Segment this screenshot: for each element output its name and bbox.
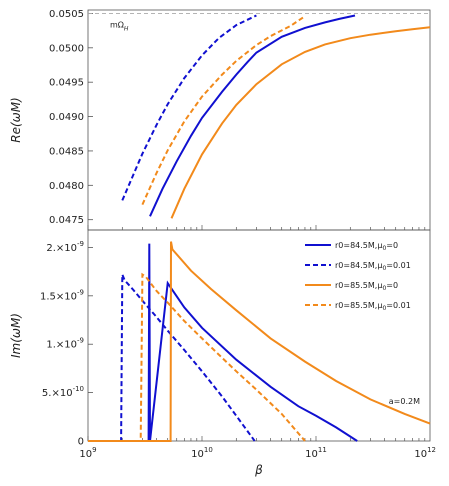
top-ticks: 0.0475 0.0480 0.0485 0.0490 0.0495 0.0500 0.05… <box>49 9 426 230</box>
top-y-tick-label: 0.0475 <box>49 215 84 226</box>
bottom-series-lines <box>88 241 431 442</box>
x-tick-base: 10 <box>305 449 318 460</box>
top-y-tick-label: 0.0490 <box>49 112 84 123</box>
y-tick-mantissa: 0 <box>78 437 84 448</box>
bottom-y-axis-title: Im(ωM) <box>9 313 23 358</box>
legend-label-3: r0=85.5M,μ0=0 <box>335 281 398 292</box>
bottom-y-tick-label: 1.×10-9 <box>46 337 84 351</box>
reference-label-sub: H <box>124 25 129 32</box>
x-tick-base: 10 <box>191 449 204 460</box>
legend-label-1: r0=84.5M,μ0=0 <box>335 241 398 252</box>
y-tick-mantissa: 2.×10 <box>46 243 77 254</box>
x-tick-label: 109 <box>79 446 96 460</box>
x-tick-exponent: 10 <box>204 446 213 454</box>
bottom-y-tick-label: 1.5×10-9 <box>40 288 84 302</box>
top-y-tick-label: 0.0495 <box>49 78 84 89</box>
x-axis-title: β <box>254 463 263 477</box>
top-series-lines <box>121 14 431 219</box>
y-tick-mantissa: 1.×10 <box>46 340 77 351</box>
top-series-line-3 <box>170 26 431 219</box>
x-tick-label: 1012 <box>414 446 436 460</box>
legend-label-main: r0=85.5M,μ <box>335 301 382 310</box>
y-tick-exponent: -9 <box>77 240 84 248</box>
top-y-tick-label: 0.0505 <box>49 9 84 20</box>
legend-label-sub: 0 <box>382 285 386 292</box>
legend-label-tail: =0 <box>386 241 398 250</box>
reference-label-main: mΩ <box>110 20 124 29</box>
x-tick-exponent: 9 <box>92 446 96 454</box>
bottom-series-line-4 <box>88 272 306 442</box>
y-tick-mantissa: 5.×10 <box>42 388 73 399</box>
x-tick-base: 10 <box>414 449 427 460</box>
legend: r0=84.5M,μ0=0r0=84.5M,μ0=0.01r0=85.5M,μ0… <box>305 241 411 312</box>
x-tick-label: 1010 <box>191 446 213 460</box>
reference-line-label: mΩH <box>110 20 129 32</box>
x-tick-base: 10 <box>79 449 92 460</box>
legend-label-main: r0=84.5M,μ <box>335 261 382 270</box>
legend-label-tail: =0 <box>386 281 398 290</box>
bottom-plot-frame <box>87 229 431 442</box>
legend-label-main: r0=84.5M,μ <box>335 241 382 250</box>
legend-label-tail: =0.01 <box>386 261 411 270</box>
top-series-line-4 <box>141 15 306 206</box>
legend-label-sub: 0 <box>382 245 386 252</box>
y-tick-exponent: -9 <box>77 337 84 345</box>
legend-label-sub: 0 <box>382 265 386 272</box>
y-tick-exponent: -10 <box>73 385 84 393</box>
y-tick-mantissa: 1.5×10 <box>40 291 77 302</box>
y-tick-exponent: -9 <box>77 288 84 296</box>
legend-label-main: r0=85.5M,μ <box>335 281 382 290</box>
x-tick-exponent: 11 <box>318 446 327 454</box>
top-y-axis-title: Re(ωM) <box>9 97 23 143</box>
top-panel: 0.0475 0.0480 0.0485 0.0490 0.0495 0.0500 0.05… <box>9 9 431 231</box>
bottom-y-tick-label: 2.×10-9 <box>46 240 84 254</box>
x-tick-exponent: 12 <box>427 446 436 454</box>
top-series-line-1 <box>149 14 356 217</box>
legend-label-4: r0=85.5M,μ0=0.01 <box>335 301 411 312</box>
bottom-y-tick-label: 5.×10-10 <box>42 385 84 399</box>
legend-label-2: r0=84.5M,μ0=0.01 <box>335 261 411 272</box>
x-tick-label: 1011 <box>305 446 327 460</box>
bottom-series-line-1 <box>88 243 358 442</box>
top-y-tick-label: 0.0485 <box>49 146 84 157</box>
parameter-annotation: a=0.2M <box>389 397 420 406</box>
top-series-line-2 <box>121 14 257 201</box>
legend-label-tail: =0.01 <box>386 301 411 310</box>
bottom-y-tick-label: 0 <box>78 437 84 448</box>
top-y-tick-label: 0.0480 <box>49 181 84 192</box>
legend-label-sub: 0 <box>382 305 386 312</box>
bottom-series-line-3 <box>88 241 431 442</box>
top-y-tick-label: 0.0500 <box>49 43 84 54</box>
